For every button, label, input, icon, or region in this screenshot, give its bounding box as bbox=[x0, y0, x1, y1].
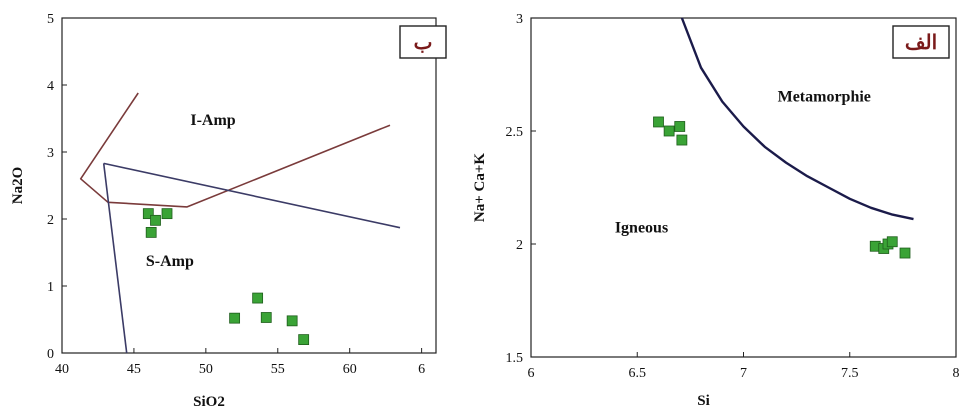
data-point bbox=[286, 315, 298, 327]
x-tick-label: 6 bbox=[528, 366, 535, 381]
data-point bbox=[886, 236, 898, 248]
x-axis-label: SiO2 bbox=[193, 394, 225, 410]
x-tick-label: 7.5 bbox=[841, 366, 859, 381]
x-tick-label: 7 bbox=[740, 366, 747, 381]
chart-panel-2: 6 6.5 7 7.5 8 1.5 2 2.5 3 Si Na+ Ca+K Metamorphie Ig… bbox=[472, 12, 960, 409]
field-label: S-Amp bbox=[146, 253, 194, 270]
x-tick-label: 40 bbox=[55, 362, 69, 377]
y-tick-label: 1.5 bbox=[506, 351, 524, 366]
y-tick-label: 4 bbox=[47, 79, 54, 94]
panel-tag: ب bbox=[414, 32, 433, 54]
field-label: Igneous bbox=[615, 220, 668, 237]
x-axis-label: Si bbox=[697, 393, 710, 409]
plot-frame bbox=[61, 17, 437, 354]
x-tick-label: 45 bbox=[127, 362, 141, 377]
data-point bbox=[161, 208, 173, 220]
boundary-line-3 bbox=[102, 163, 128, 354]
y-tick-label: 2.5 bbox=[506, 125, 524, 140]
y-tick-label: 5 bbox=[47, 12, 54, 27]
data-point bbox=[663, 125, 675, 137]
field-label: I-Amp bbox=[190, 112, 235, 129]
panel-tag-box bbox=[399, 25, 447, 59]
boundary-line-1 bbox=[680, 17, 914, 221]
y-axis-label: Na2O bbox=[10, 167, 26, 205]
y-tick-label: 0 bbox=[47, 347, 54, 362]
field-label: Metamorphie bbox=[778, 89, 871, 106]
data-point bbox=[298, 334, 310, 346]
data-point bbox=[899, 247, 911, 259]
boundary-line-2 bbox=[103, 162, 401, 229]
panel-tag: الف bbox=[905, 32, 937, 54]
y-tick-label: 2 bbox=[47, 213, 54, 228]
y-tick-label: 2 bbox=[516, 238, 523, 253]
y-tick-label: 3 bbox=[516, 12, 523, 27]
data-point bbox=[260, 312, 272, 323]
y-tick-label: 3 bbox=[47, 146, 54, 161]
x-tick-label: 6 bbox=[418, 362, 425, 377]
panel-tag-box bbox=[892, 25, 950, 59]
data-point bbox=[252, 292, 264, 304]
data-point bbox=[674, 121, 686, 132]
y-axis-label: Na+ Ca+K bbox=[472, 153, 488, 223]
data-point bbox=[653, 116, 664, 128]
x-tick-label: 55 bbox=[271, 362, 285, 377]
data-point bbox=[676, 134, 688, 146]
x-tick-label: 50 bbox=[199, 362, 213, 377]
x-tick-label: 60 bbox=[343, 362, 357, 377]
data-point bbox=[150, 214, 161, 226]
x-tick-label: 6.5 bbox=[629, 366, 647, 381]
x-tick-label: 8 bbox=[953, 366, 960, 381]
y-tick-label: 1 bbox=[47, 280, 54, 295]
data-point bbox=[142, 208, 154, 220]
data-point bbox=[145, 226, 157, 238]
data-point bbox=[229, 312, 241, 324]
